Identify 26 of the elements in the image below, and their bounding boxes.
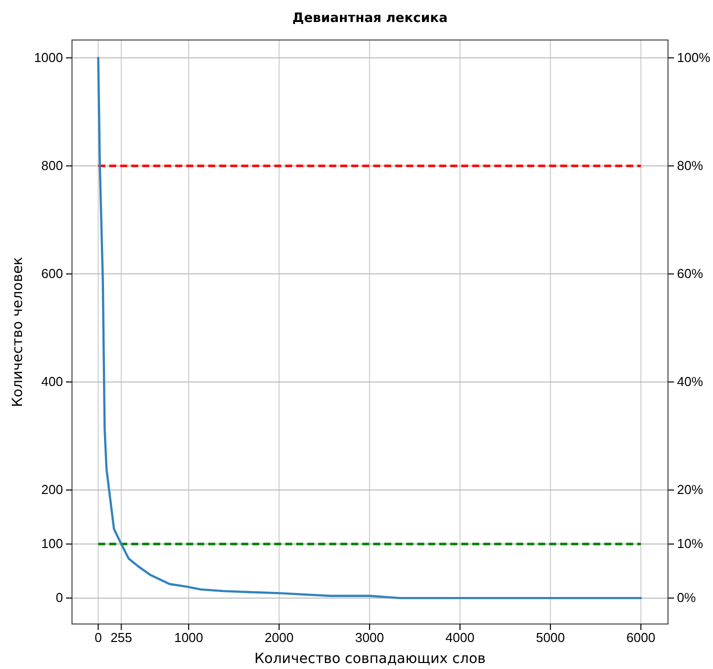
y2-tick-label: 0% xyxy=(677,590,696,606)
x-tick-label: 4000 xyxy=(446,630,474,646)
y-tick-label: 0 xyxy=(56,590,63,606)
y2-tick-label: 40% xyxy=(677,374,704,390)
y2-tick-label: 10% xyxy=(677,536,704,552)
y-tick-label: 1000 xyxy=(34,50,63,65)
y-tick-label: 200 xyxy=(41,482,63,498)
x-axis-title: Количество совпадающих слов xyxy=(254,651,486,667)
y2-tick-label: 100% xyxy=(677,50,711,65)
y-tick-label: 800 xyxy=(41,158,63,174)
x-tick-label: 1000 xyxy=(174,630,204,646)
x-tick-label: 6000 xyxy=(626,630,656,646)
x-tick-label: 3000 xyxy=(355,630,384,646)
y2-tick-label: 80% xyxy=(677,158,704,174)
y-axis-title: Количество человек xyxy=(10,256,26,408)
x-tick-label: 0 xyxy=(94,630,102,646)
line-series xyxy=(97,56,642,600)
x-tick-label: 255 xyxy=(110,630,132,646)
x-tick-label: 2000 xyxy=(264,630,294,646)
y-tick-label: 100 xyxy=(41,536,63,552)
y2-tick-label: 20% xyxy=(677,482,704,498)
y2-tick-label: 60% xyxy=(677,266,704,282)
y-tick-label: 600 xyxy=(41,266,63,282)
x-tick-label: 5000 xyxy=(536,630,565,646)
y-tick-label: 400 xyxy=(41,374,63,390)
chart-title: Девиантная лексика xyxy=(292,11,448,26)
